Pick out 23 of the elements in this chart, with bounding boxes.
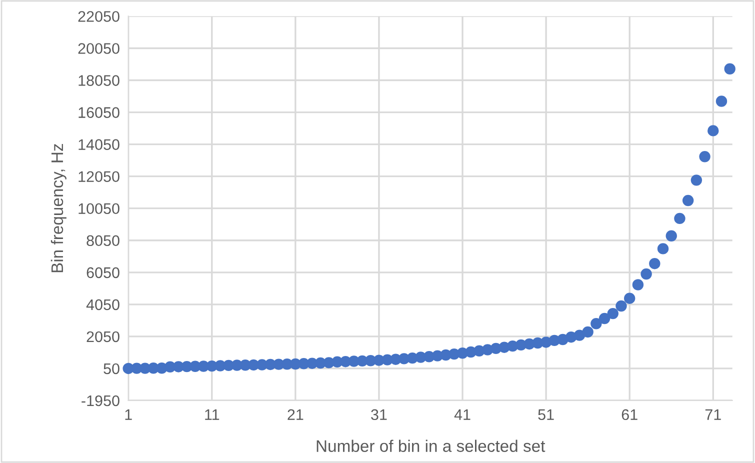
y-tick-label: 6050 xyxy=(86,267,120,278)
y-tick-label: 4050 xyxy=(86,299,120,310)
y-tick-label: 2050 xyxy=(86,331,120,342)
y-tick-label: 12050 xyxy=(78,171,120,182)
x-tick-label: 41 xyxy=(454,409,470,420)
y-tick-label: 50 xyxy=(104,363,120,374)
x-tick-label: 71 xyxy=(705,409,721,420)
y-tick-label: 8050 xyxy=(86,235,120,246)
x-tick-label: 11 xyxy=(205,409,220,420)
y-tick-label: 10050 xyxy=(78,203,120,214)
y-tick-label: 22050 xyxy=(78,11,120,22)
x-tick-label: 21 xyxy=(288,409,304,420)
x-tick-label: 1 xyxy=(125,409,132,420)
y-axis-title: Bin frequency, Hz xyxy=(50,144,66,272)
y-tick-label: 14050 xyxy=(78,139,120,150)
x-axis-title: Number of bin in a selected set xyxy=(316,440,546,452)
y-tick-label: 20050 xyxy=(78,43,120,54)
x-tick-label: 51 xyxy=(538,409,554,420)
x-tick-label: 31 xyxy=(371,409,387,420)
x-tick-label: 61 xyxy=(622,409,638,420)
y-tick-label: 18050 xyxy=(78,75,120,86)
y-tick-label: -1950 xyxy=(82,395,120,406)
y-tick-label: 16050 xyxy=(78,107,120,118)
